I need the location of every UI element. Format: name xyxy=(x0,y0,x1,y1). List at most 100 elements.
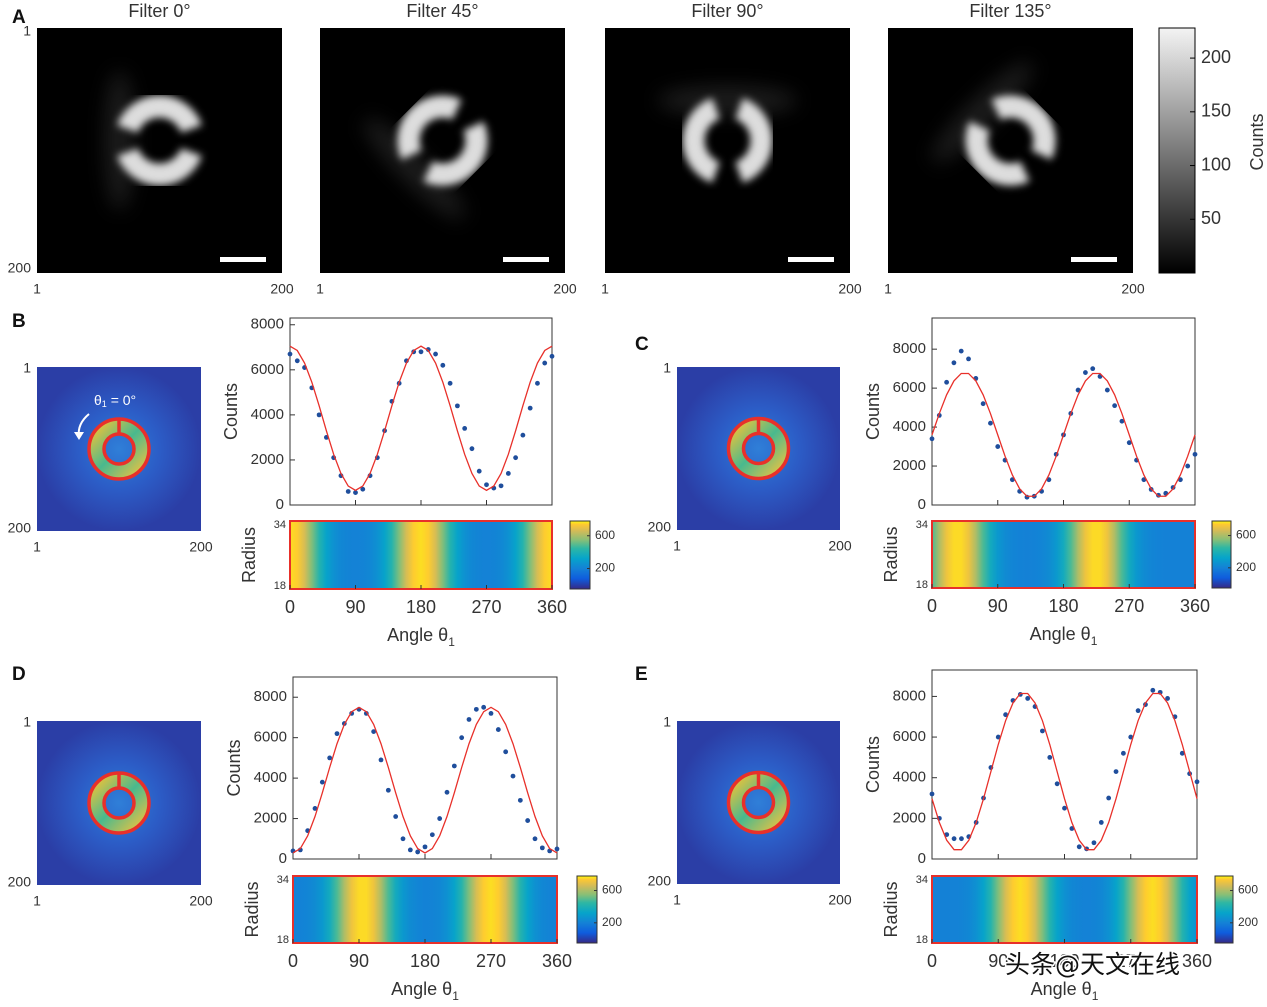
x-tick-label: 1 xyxy=(33,539,41,555)
data-point xyxy=(327,755,333,761)
data-point xyxy=(1192,451,1198,457)
data-point xyxy=(1054,781,1060,787)
plot-frame xyxy=(931,669,1198,860)
y-tick-label: 0 xyxy=(276,496,284,513)
data-point xyxy=(447,380,453,386)
haze xyxy=(363,118,465,220)
x-tick-label: 90 xyxy=(988,951,1008,971)
x-axis-label-sub: 1 xyxy=(448,635,455,649)
data-point xyxy=(498,483,504,489)
data-point xyxy=(505,471,511,476)
y-tick-label: 0 xyxy=(918,850,926,867)
data-point xyxy=(1062,805,1067,811)
colorbar xyxy=(1214,875,1234,944)
image-blobs xyxy=(657,86,798,183)
x-tick-label: 200 xyxy=(553,281,577,297)
colorbar xyxy=(1158,27,1196,274)
data-point xyxy=(944,379,950,385)
y-tick-label: 1 xyxy=(663,714,671,730)
x-tick-label: 90 xyxy=(349,951,369,971)
y-tick-label: 1 xyxy=(23,23,31,39)
y-tick-label: 4000 xyxy=(893,769,926,786)
colorbar-tick-label: 200 xyxy=(595,561,615,575)
image xyxy=(37,28,282,273)
data-point xyxy=(440,362,446,368)
y-tick-label: 34 xyxy=(916,519,928,531)
y-axis-label: Radius xyxy=(239,527,259,583)
data-point xyxy=(1098,820,1104,825)
data-point xyxy=(1040,728,1045,734)
data-point xyxy=(951,836,957,842)
data-point xyxy=(1150,687,1156,693)
data-point xyxy=(513,455,519,461)
x-tick-label: 180 xyxy=(410,951,440,971)
y-tick-label: 18 xyxy=(274,580,286,592)
y-tick-label: 200 xyxy=(648,873,672,889)
data-point xyxy=(988,420,993,426)
data-point xyxy=(476,468,482,474)
plot-frame xyxy=(931,317,1196,506)
image-title: Filter 45° xyxy=(406,1,478,21)
data-point xyxy=(535,380,540,386)
scale-bar xyxy=(788,257,834,262)
data-point xyxy=(532,836,538,842)
y-axis-label: Radius xyxy=(881,881,901,937)
image xyxy=(677,721,840,884)
data-point xyxy=(1194,779,1200,785)
data-point xyxy=(995,734,1001,740)
y-axis-label: Radius xyxy=(881,526,901,582)
x-tick-label: 1 xyxy=(673,538,681,554)
data-point xyxy=(459,735,465,741)
colorbar xyxy=(569,520,591,590)
data-point xyxy=(1090,366,1096,372)
data-point xyxy=(385,787,391,793)
x-tick-label: 0 xyxy=(927,951,937,971)
y-tick-label: 34 xyxy=(277,874,289,886)
image-blobs xyxy=(363,95,488,220)
image-blobs xyxy=(105,70,202,211)
x-tick-label: 200 xyxy=(189,539,213,555)
y-tick-label: 6000 xyxy=(251,361,284,378)
data-point xyxy=(1003,712,1009,718)
x-axis-label-text: Angle θ xyxy=(1030,624,1091,644)
y-tick-label: 2000 xyxy=(254,810,287,827)
y-tick-label: 18 xyxy=(916,579,928,591)
data-point xyxy=(294,358,300,364)
data-point xyxy=(444,789,450,795)
data-point xyxy=(400,836,406,842)
data-point xyxy=(481,704,487,710)
colorbar-label: Counts xyxy=(1247,113,1267,170)
x-axis-label-sub: 1 xyxy=(1092,989,1099,1003)
colorbar-tick-label: 50 xyxy=(1201,208,1221,228)
data-point xyxy=(415,849,421,855)
haze xyxy=(657,86,798,115)
haze xyxy=(931,61,1033,163)
x-tick-label: 200 xyxy=(828,538,852,554)
image xyxy=(37,367,201,531)
data-point xyxy=(1179,750,1185,756)
colorbar-tick-label: 200 xyxy=(602,915,622,929)
x-tick-label: 200 xyxy=(828,892,852,908)
data-point xyxy=(1119,418,1125,424)
data-point xyxy=(425,347,431,352)
colorbar-tick-label: 600 xyxy=(1238,883,1258,897)
x-tick-label: 1 xyxy=(673,892,681,908)
colorbar-tick-label: 200 xyxy=(1236,560,1256,574)
data-point xyxy=(454,403,460,409)
x-tick-label: 200 xyxy=(189,893,213,909)
colorbar-tick-label: 600 xyxy=(595,528,615,542)
crescent xyxy=(991,95,1056,160)
panel-label: B xyxy=(12,311,26,332)
data-point xyxy=(312,806,318,811)
data-point xyxy=(1185,463,1191,469)
y-axis-label: Counts xyxy=(863,383,883,440)
x-axis-label: Angle θ1 xyxy=(387,625,455,649)
crescent xyxy=(397,95,462,160)
data-point xyxy=(1113,769,1119,775)
data-point xyxy=(929,436,935,442)
crescent xyxy=(682,98,721,183)
data-point xyxy=(1165,696,1170,701)
annotation-text: = 0° xyxy=(107,392,136,408)
annotation-text: θ xyxy=(94,392,102,408)
colorbar-tick-label: 600 xyxy=(602,883,622,897)
